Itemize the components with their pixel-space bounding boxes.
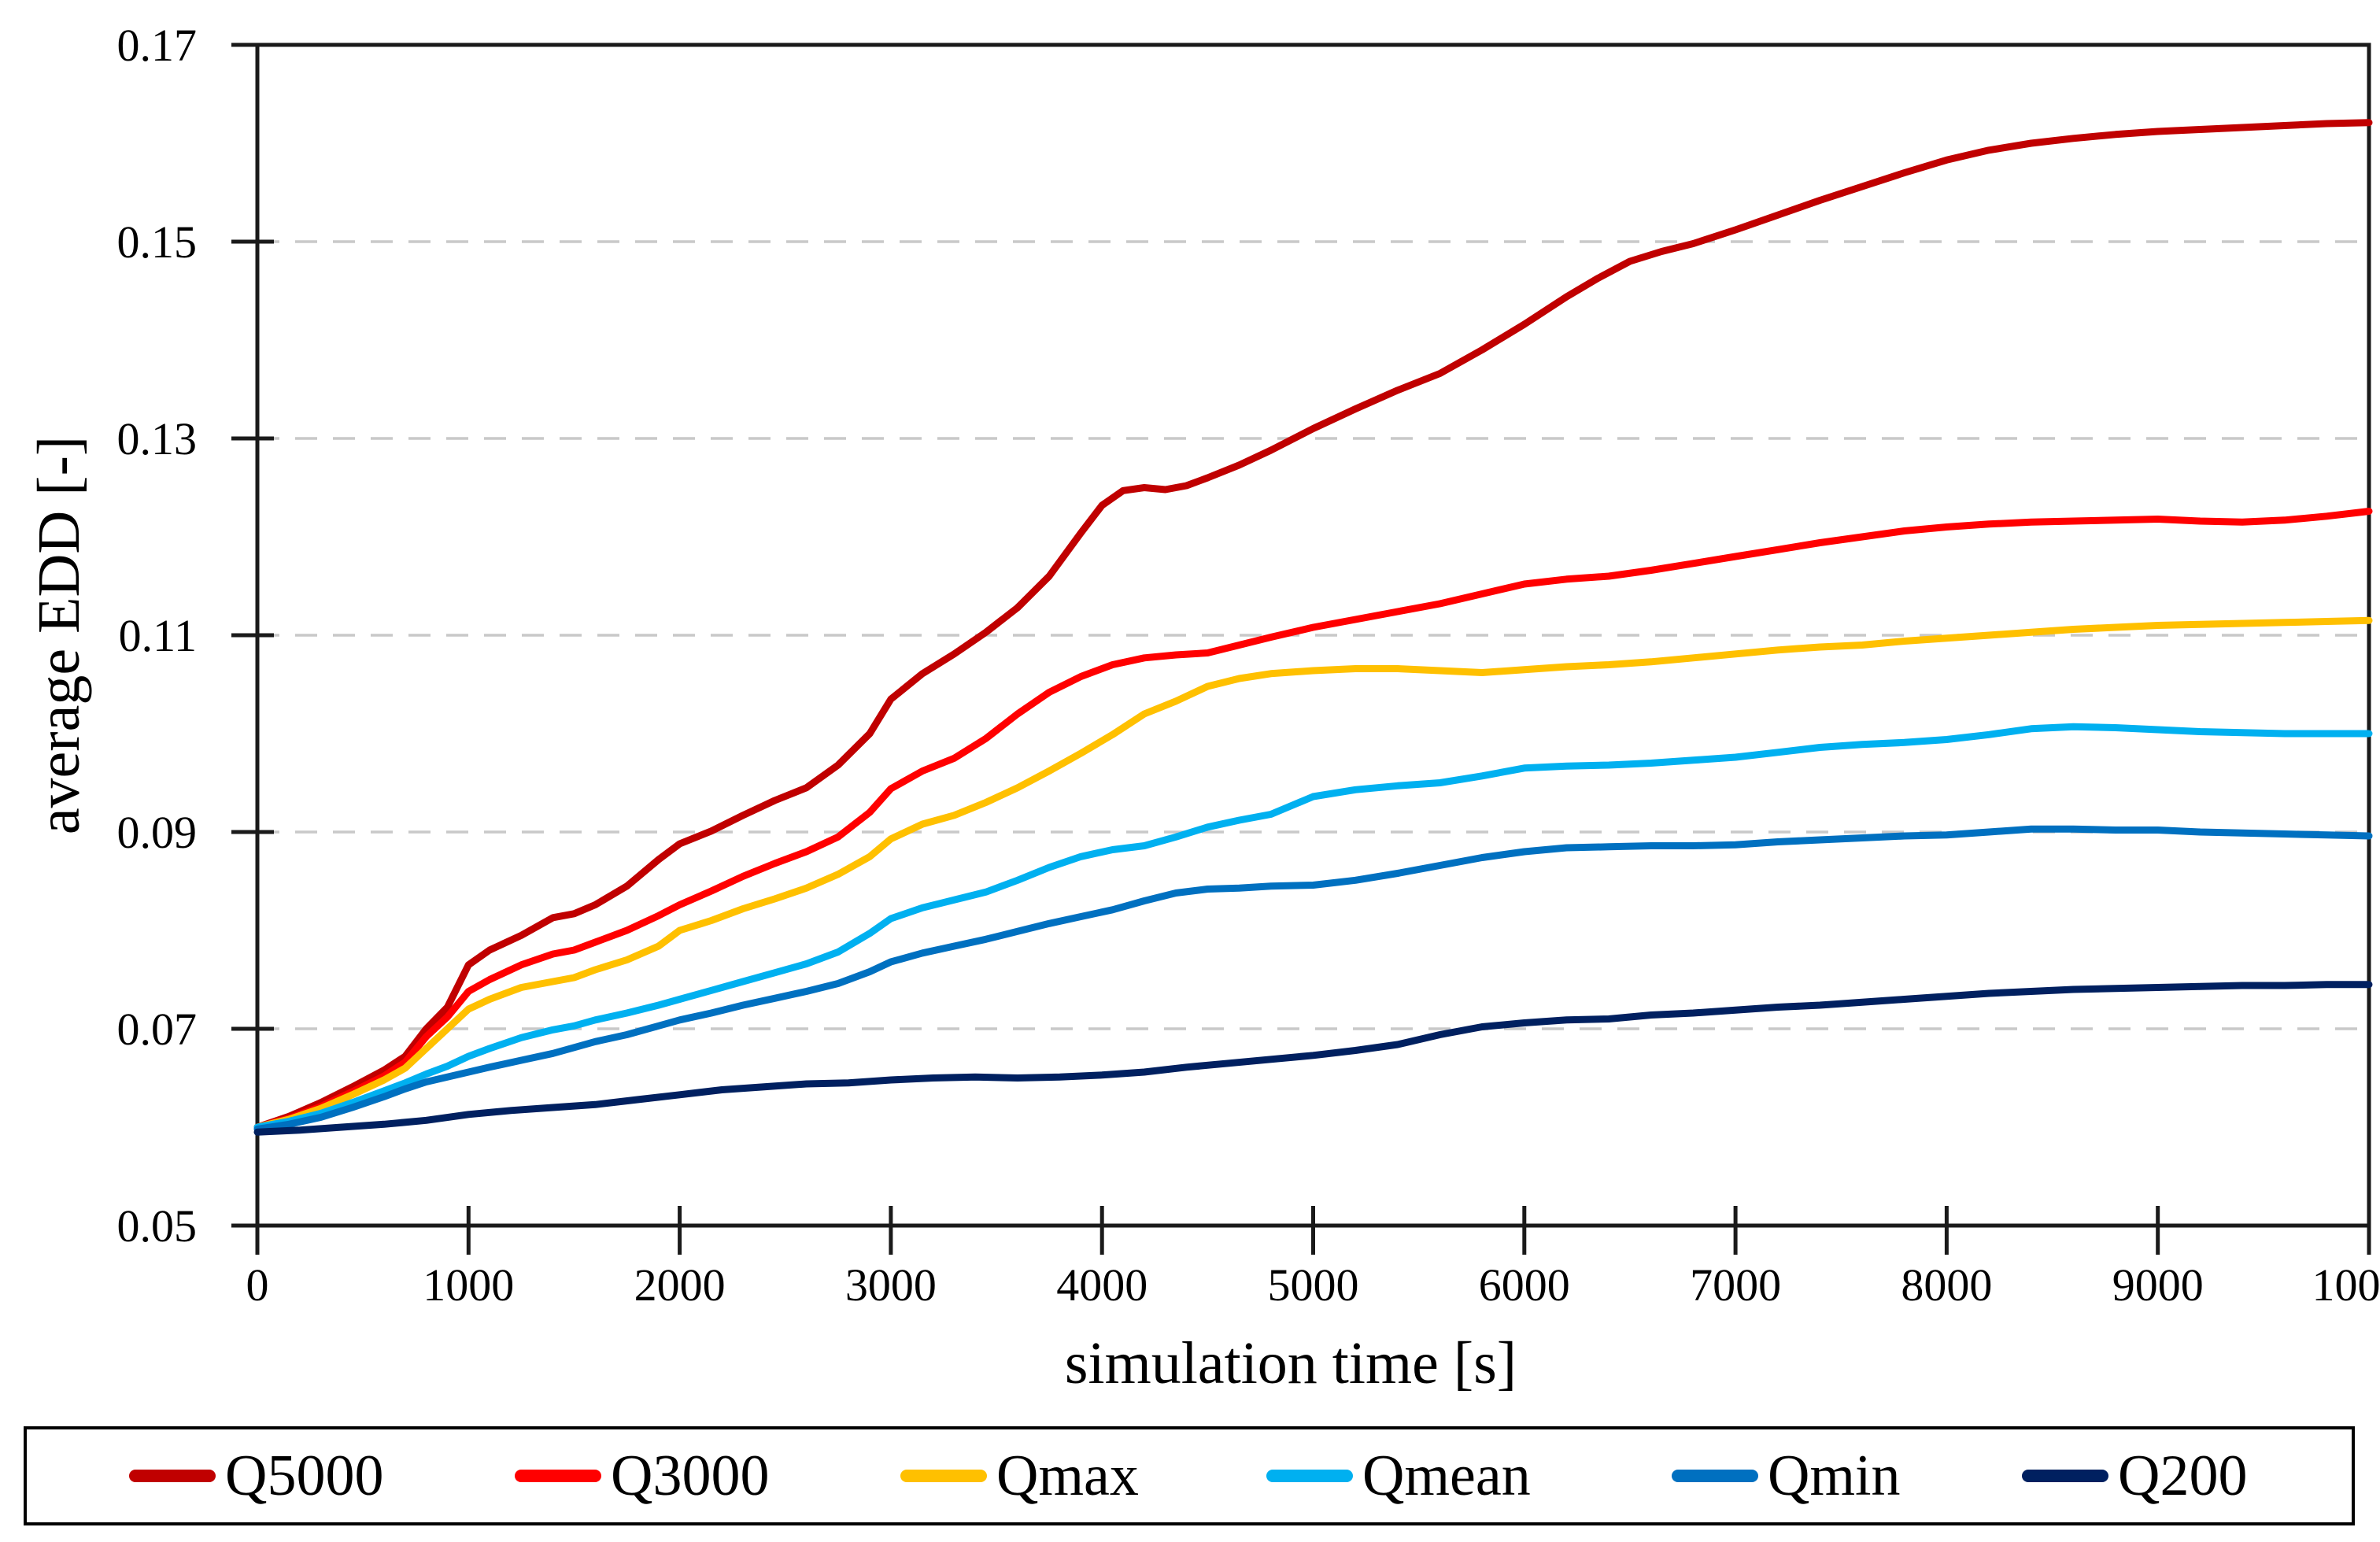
y-tick-label: 0.05: [117, 1200, 198, 1252]
x-axis-title: simulation time [s]: [1065, 1330, 1517, 1396]
legend-label-q5000: Q5000: [225, 1444, 384, 1508]
x-tick-label: 4000: [1056, 1259, 1148, 1311]
x-tick-label: 1000: [423, 1259, 514, 1311]
legend-swatch-qmax: [900, 1470, 987, 1482]
legend-label-q3000: Q3000: [611, 1444, 770, 1508]
y-axis-title: average EDD [-]: [26, 436, 92, 834]
legend-item-qmax: Qmax: [900, 1429, 1139, 1522]
x-tick-label: 8000: [1901, 1259, 1992, 1311]
y-tick-label: 0.07: [117, 1004, 198, 1055]
x-tick-label: 5000: [1268, 1259, 1359, 1311]
legend-item-q5000: Q5000: [129, 1429, 383, 1522]
series-line-q200: [253, 981, 2373, 1136]
legend-swatch-q3000: [515, 1470, 601, 1482]
series-line-q5000: [253, 119, 2373, 1131]
x-tick-label: 0: [246, 1259, 269, 1311]
legend-swatch-q5000: [129, 1470, 216, 1482]
legend-item-qmin: Qmin: [1672, 1429, 1901, 1522]
x-tick-label: 3000: [845, 1259, 937, 1311]
x-tick-label: 6000: [1479, 1259, 1570, 1311]
legend-label-qmin: Qmin: [1768, 1444, 1901, 1508]
x-tick-label: 2000: [634, 1259, 726, 1311]
legend-swatch-qmin: [1672, 1470, 1758, 1482]
legend-label-qmean: Qmean: [1362, 1444, 1531, 1508]
x-tick-label: 7000: [1690, 1259, 1781, 1311]
legend-item-q200: Q200: [2022, 1429, 2247, 1522]
legend-swatch-q200: [2022, 1470, 2108, 1482]
x-tick-label: 10000: [2312, 1259, 2380, 1311]
y-tick-label: 0.13: [117, 413, 198, 464]
series-line-q3000: [253, 508, 2373, 1131]
series-line-qmean: [253, 723, 2373, 1131]
series-line-qmin: [253, 825, 2373, 1133]
y-tick-label: 0.09: [117, 807, 198, 858]
x-tick-label: 9000: [2112, 1259, 2204, 1311]
y-tick-label: 0.17: [117, 20, 198, 71]
series-line-qmax: [253, 616, 2373, 1131]
y-tick-label: 0.15: [117, 216, 198, 268]
legend-label-qmax: Qmax: [996, 1444, 1139, 1508]
legend-item-q3000: Q3000: [515, 1429, 769, 1522]
legend-item-qmean: Qmean: [1266, 1429, 1531, 1522]
legend-label-q200: Q200: [2118, 1444, 2248, 1508]
y-tick-label: 0.11: [119, 610, 197, 661]
chart-canvas: 0.05 0.07 0.09 0.11 0.13 0.15 0.17 0 1000 2000 300…: [26, 20, 2380, 1396]
legend-box: Q5000 Q3000 Qmax Qmean Qmin Q200: [24, 1426, 2355, 1525]
legend-swatch-qmean: [1266, 1470, 1353, 1482]
